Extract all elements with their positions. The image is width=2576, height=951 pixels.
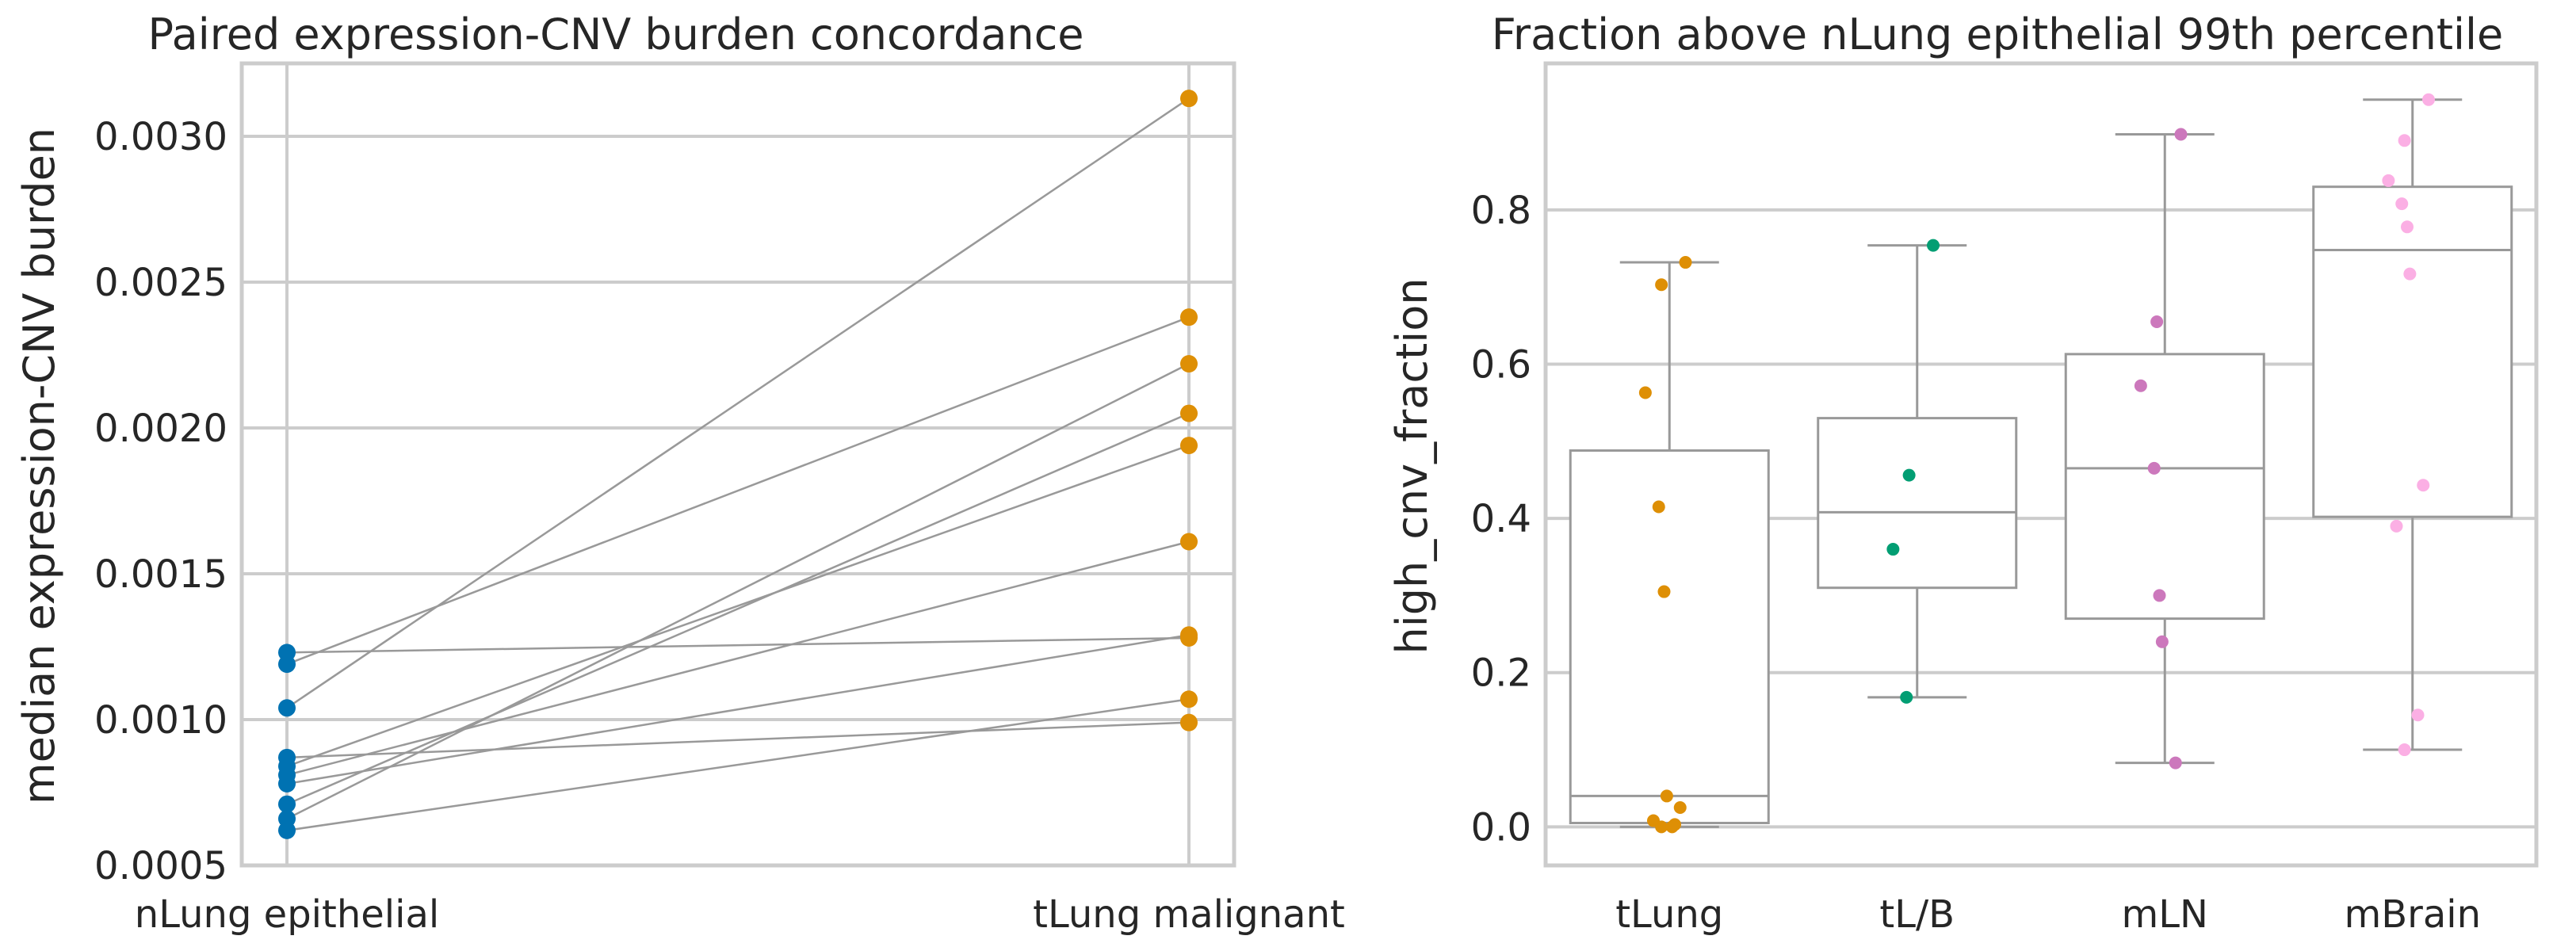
strip-point [2398,743,2411,757]
y-tick-label: 0.0015 [94,552,227,597]
strip-point [2153,589,2166,602]
strip-point [2147,461,2161,475]
plot-frame [1543,61,2539,868]
strip-point [2395,197,2409,211]
point-tlung-malignant [1180,90,1198,108]
strip-point [1673,801,1687,815]
y-tick-label: 0.0030 [94,115,227,159]
pair-line [286,634,1190,785]
y-tick-label: 0.0005 [94,844,227,888]
y-tick-label: 0.6 [1471,343,1531,388]
strip-point [1638,386,1652,399]
pair-line [286,698,1190,832]
chart-title: Paired expression-CNV burden concordance [148,10,1084,59]
x-tick-label: tL/B [1879,892,1955,937]
strip-point [2422,93,2435,106]
pair-line [286,97,1190,709]
strip-point [2382,174,2395,187]
x-tick-label: tLung malignant [1033,892,1345,937]
point-tlung-malignant [1180,404,1198,422]
strip-point [1665,820,1679,834]
panel-paired-concordance: Paired expression-CNV burden concordance… [14,10,1345,937]
box-iqr [1817,417,2018,590]
strip-point [1679,256,1692,269]
point-nlung-epithelial [278,774,296,792]
point-tlung-malignant [1180,713,1198,731]
plot-frame [239,61,1236,868]
pair-line [286,540,1190,777]
strip-point [2401,220,2414,234]
pair-line [286,412,1190,805]
x-tick-label: nLung epithelial [135,892,439,937]
x-tick-label: mBrain [2344,892,2481,937]
y-tick-label: 0.0010 [94,698,227,743]
y-tick-label: 0.4 [1471,497,1531,541]
strip-point [2155,635,2169,648]
y-tick-label: 0.0020 [94,407,227,451]
strip-point [1652,500,1665,514]
strip-point [1657,585,1671,598]
point-tlung-malignant [1180,308,1198,327]
strip-point [2398,134,2411,147]
strip-point [1655,820,1668,834]
point-tlung-malignant [1180,355,1198,373]
strip-point [2390,519,2403,533]
strip-point [1660,789,1673,803]
point-nlung-epithelial [278,795,296,813]
point-nlung-epithelial [278,821,296,839]
box-iqr [2312,185,2513,518]
x-tick-label: tLung [1615,892,1723,937]
y-tick-label: 0.0 [1471,805,1531,850]
point-nlung-epithelial [278,655,296,674]
chart-title: Fraction above nLung epithelial 99th per… [1492,10,2503,59]
pair-line [286,362,1190,820]
point-tlung-malignant [1180,437,1198,455]
point-tlung-malignant [1180,690,1198,708]
y-axis-label: median expression-CNV burden [14,128,64,804]
box-iqr [2064,353,2265,621]
strip-point [1655,278,1668,292]
pair-line [286,636,1190,654]
y-tick-label: 0.0025 [94,261,227,305]
strip-point [2411,708,2425,722]
point-tlung-malignant [1180,626,1198,644]
strip-point [2150,315,2164,328]
point-tlung-malignant [1180,533,1198,551]
strip-point [2134,379,2147,392]
y-tick-label: 0.2 [1471,651,1531,696]
panel-high-cnv-fraction: Fraction above nLung epithelial 99th per… [1387,10,2539,937]
pair-line [286,315,1190,666]
pair-line [286,721,1190,759]
strip-point [1902,468,1916,482]
pair-line [286,444,1190,768]
strip-point [2169,756,2182,770]
strip-point [1927,239,1940,252]
strip-point [1900,690,1913,704]
strip-point [2174,128,2188,141]
point-nlung-epithelial [278,699,296,717]
strip-point [2417,479,2430,492]
y-axis-label: high_cnv_fraction [1387,277,1437,654]
strip-point [2403,267,2417,281]
strip-point [1886,543,1900,556]
box-iqr [1569,449,1770,824]
x-tick-label: mLN [2122,892,2208,937]
y-tick-label: 0.8 [1471,189,1531,233]
